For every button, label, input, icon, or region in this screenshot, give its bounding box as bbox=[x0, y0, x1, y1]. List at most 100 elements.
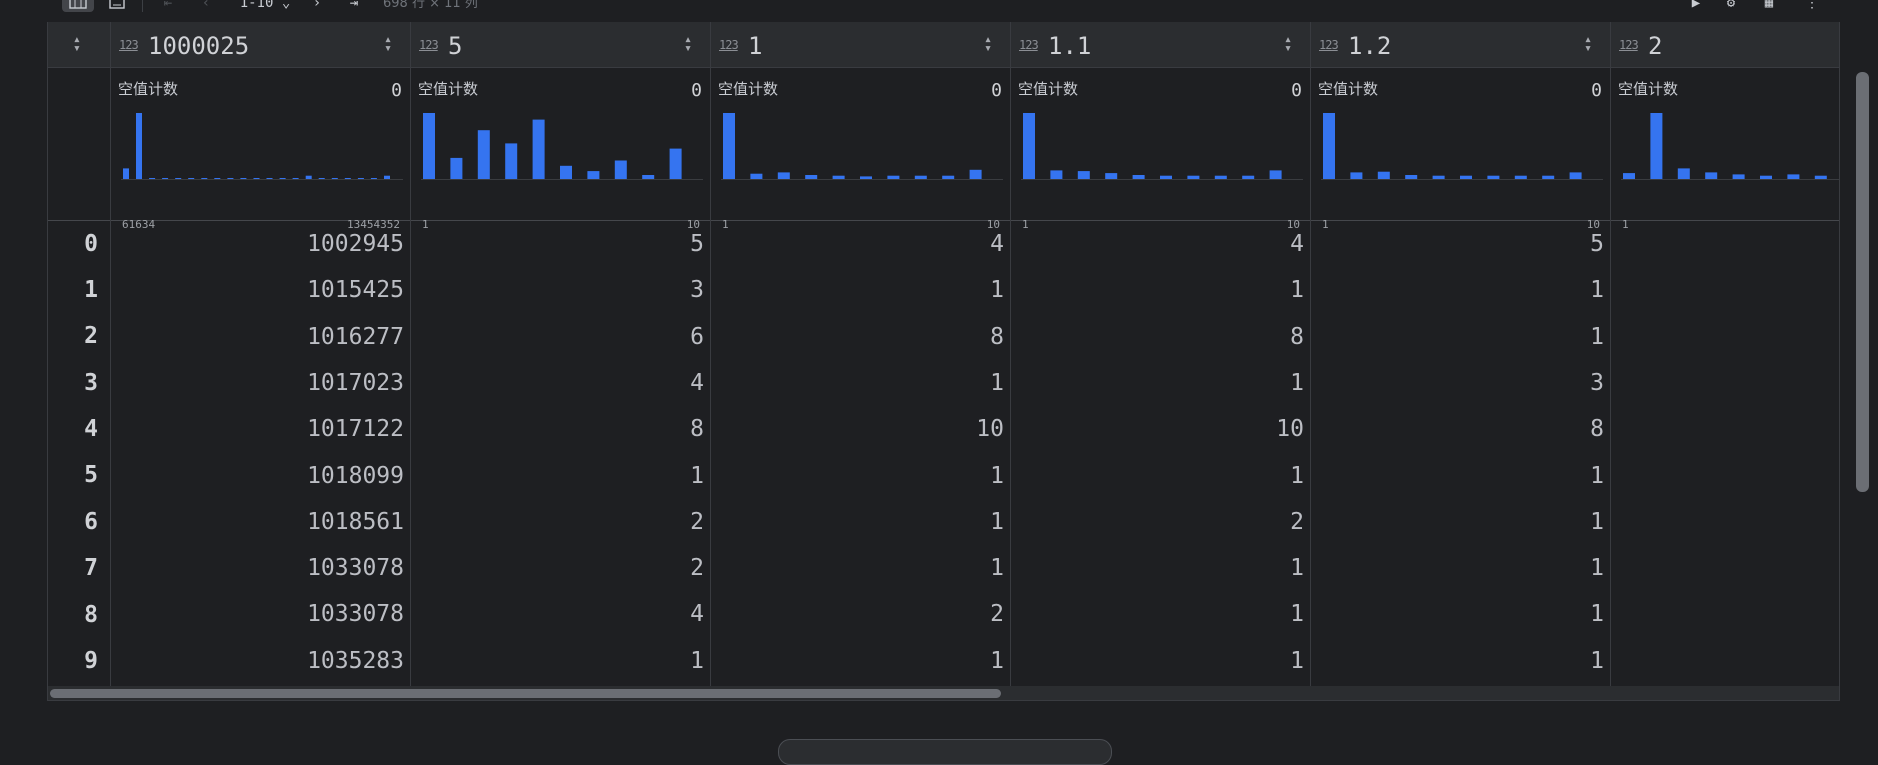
table-view-button[interactable] bbox=[62, 0, 94, 12]
table-cell[interactable]: 1 bbox=[1590, 647, 1604, 674]
table-cell[interactable]: 3 bbox=[690, 277, 704, 304]
table-cell[interactable]: 1 bbox=[1290, 601, 1304, 628]
histogram-bar bbox=[1677, 168, 1690, 179]
table-cell[interactable]: 10 bbox=[976, 416, 1004, 443]
rows-columns-info: 698 行 × 11 列 bbox=[383, 0, 478, 11]
sort-icon[interactable]: ▴ ▾ bbox=[684, 32, 692, 56]
table-cell[interactable]: 4 bbox=[990, 231, 1004, 257]
column-header[interactable]: 123 1000025 ▴ ▾ bbox=[111, 22, 410, 68]
table-cell[interactable]: 1015425 bbox=[307, 277, 404, 304]
run-icon[interactable]: ▶ bbox=[1691, 0, 1701, 11]
null-count-label: 空值计数 bbox=[118, 80, 179, 98]
sort-icon[interactable]: ▴ ▾ bbox=[73, 32, 81, 56]
table-cell[interactable]: 1 bbox=[990, 647, 1004, 674]
table-cell[interactable]: 1017122 bbox=[307, 416, 404, 443]
column-1: 123 5 ▴ ▾ 空值计数 0 1 10 5 3 6 4 8 1 2 2 4 1 bbox=[411, 22, 711, 686]
table-cell[interactable]: 1 bbox=[1290, 369, 1304, 396]
histogram-bar bbox=[1542, 175, 1555, 179]
table-cell[interactable]: 1018099 bbox=[307, 462, 404, 489]
first-page-icon[interactable]: ⇤ bbox=[163, 0, 173, 11]
table-cell[interactable]: 1 bbox=[690, 647, 704, 674]
page-range-dropdown[interactable]: 1-10 ⌄ bbox=[239, 0, 291, 11]
table-cell[interactable]: 1 bbox=[1590, 462, 1604, 489]
histogram-bar bbox=[450, 157, 463, 179]
sort-icon[interactable]: ▴ ▾ bbox=[984, 32, 992, 56]
table-cell[interactable]: 6 bbox=[690, 323, 704, 350]
table-cell[interactable]: 8 bbox=[690, 416, 704, 443]
table-cell[interactable]: 2 bbox=[690, 508, 704, 535]
range-max: 10 bbox=[1286, 218, 1300, 231]
histogram-bar bbox=[505, 143, 518, 179]
sort-icon[interactable]: ▴ ▾ bbox=[384, 32, 392, 56]
table-cell[interactable]: 1033078 bbox=[307, 601, 404, 628]
table-cell[interactable]: 1 bbox=[990, 462, 1004, 489]
table-cell[interactable]: 1017023 bbox=[307, 369, 404, 396]
column-name: 1.1 bbox=[1048, 32, 1092, 60]
table-cell[interactable]: 1 bbox=[1290, 555, 1304, 582]
previous-page-icon[interactable]: ‹ bbox=[201, 0, 211, 11]
export-button[interactable] bbox=[104, 0, 130, 12]
table-cell[interactable]: 1 bbox=[990, 369, 1004, 396]
table-cell[interactable]: 4 bbox=[690, 601, 704, 628]
sort-icon[interactable]: ▴ ▾ bbox=[1584, 32, 1592, 56]
more-options-icon[interactable]: ⋮ bbox=[1805, 0, 1819, 11]
null-count-value: 0 bbox=[691, 80, 702, 101]
table-cell[interactable]: 1 bbox=[1290, 647, 1304, 674]
table-cell[interactable]: 2 bbox=[1290, 508, 1304, 535]
numeric-type-icon: 123 bbox=[1319, 38, 1339, 52]
table-cell[interactable]: 1 bbox=[1590, 601, 1604, 628]
table-cell[interactable]: 1002945 bbox=[307, 231, 404, 257]
column-name: 2 bbox=[1648, 32, 1663, 60]
table-cell[interactable]: 4 bbox=[690, 369, 704, 396]
table-cell[interactable]: 1 bbox=[1290, 462, 1304, 489]
table-cell[interactable]: 2 bbox=[990, 601, 1004, 628]
table-cell[interactable]: 1 bbox=[690, 462, 704, 489]
null-count-label: 空值计数 bbox=[1318, 80, 1379, 98]
table-cell[interactable]: 4 bbox=[1290, 231, 1304, 257]
bottom-panel-handle[interactable] bbox=[778, 739, 1112, 765]
table-cell[interactable]: 1 bbox=[1590, 555, 1604, 582]
horizontal-scrollbar-thumb[interactable] bbox=[50, 689, 1001, 698]
table-cell[interactable]: 1 bbox=[990, 277, 1004, 304]
table-cell[interactable]: 1 bbox=[1590, 508, 1604, 535]
table-cell[interactable]: 1033078 bbox=[307, 555, 404, 582]
table-cell[interactable]: 1016277 bbox=[307, 323, 404, 350]
sort-icon[interactable]: ▴ ▾ bbox=[1284, 32, 1292, 56]
column-header[interactable]: 123 5 ▴ ▾ bbox=[411, 22, 710, 68]
column-stats: 空值计数 0 1 10 bbox=[411, 68, 710, 231]
vertical-scrollbar[interactable] bbox=[1856, 72, 1869, 492]
table-cell[interactable]: 5 bbox=[690, 231, 704, 257]
last-page-icon[interactable]: ⇥ bbox=[349, 0, 359, 11]
table-cell[interactable]: 1 bbox=[1290, 277, 1304, 304]
table-cell[interactable]: 1 bbox=[1590, 323, 1604, 350]
table-cell[interactable]: 10 bbox=[1276, 416, 1304, 443]
column-stats: 空值计数 0 1 10 bbox=[1011, 68, 1310, 231]
toolbar: ⇤ ‹ 1-10 ⌄ › ⇥ 698 行 × 11 列 ▶ ⚙ ▦ ⋮ bbox=[0, 0, 1878, 22]
column-name: 1 bbox=[748, 32, 763, 60]
histogram-bar bbox=[175, 178, 182, 179]
column-stats: 空值计数 0 61634 13454352 bbox=[111, 68, 410, 231]
table-cell[interactable]: 1 bbox=[1590, 277, 1604, 304]
table-cell[interactable]: 1035283 bbox=[307, 647, 404, 674]
table-cell[interactable]: 5 bbox=[1590, 231, 1604, 257]
table-cell[interactable]: 8 bbox=[1590, 416, 1604, 443]
histogram-bar bbox=[1732, 174, 1745, 179]
table-cell[interactable]: 2 bbox=[690, 555, 704, 582]
table-cell[interactable]: 1 bbox=[990, 508, 1004, 535]
column-header[interactable]: 123 1.1 ▴ ▾ bbox=[1011, 22, 1310, 68]
column-stats: 空值计数 0 1 10 bbox=[711, 68, 1010, 231]
column-header[interactable]: 123 1.2 ▴ ▾ bbox=[1311, 22, 1610, 68]
table-cell[interactable]: 3 bbox=[1590, 369, 1604, 396]
table-cell[interactable]: 8 bbox=[1290, 323, 1304, 350]
horizontal-scrollbar[interactable] bbox=[48, 686, 1839, 700]
settings-icon[interactable]: ⚙ bbox=[1726, 0, 1736, 11]
table-cell[interactable]: 1 bbox=[990, 555, 1004, 582]
table-cell[interactable]: 8 bbox=[990, 323, 1004, 350]
range-max: 10 bbox=[986, 218, 1000, 231]
chart-icon[interactable]: ▦ bbox=[1764, 0, 1774, 11]
table-cell[interactable]: 1018561 bbox=[307, 508, 404, 535]
next-page-icon[interactable]: › bbox=[312, 0, 322, 11]
column-header[interactable]: 123 1 ▴ ▾ bbox=[711, 22, 1010, 68]
